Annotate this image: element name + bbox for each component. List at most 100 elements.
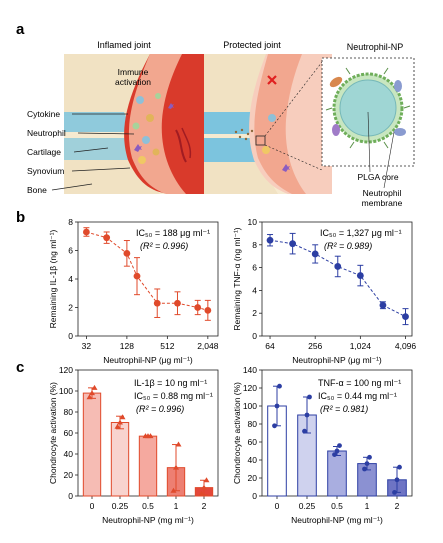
y-tick-label: 10 [248,217,258,227]
data-point [379,301,387,309]
inflamed-joint-title: Inflamed joint [97,40,151,50]
bar [82,392,102,497]
replicate-point [147,433,154,439]
replicate-point [203,477,210,483]
y-tick-label: 140 [243,365,257,375]
plot-frame [261,221,413,337]
y-tick-label: 120 [243,383,257,393]
y-tick-label: 6 [68,246,73,256]
label-bone: Bone [27,185,47,195]
data-point [356,272,364,279]
data-point [153,299,161,307]
replicate-point [334,448,340,454]
inflamed-joint-illustration [64,54,204,194]
y-tick-label: 0 [68,491,73,501]
data-point [334,263,342,270]
x-tick-label: 0 [275,501,280,511]
replicate-point [364,461,370,466]
immune-activation-label-1: Immune [118,67,149,77]
neutrophil-np-inset: Neutrophil-NP PLGA core Neutrophil membr… [321,42,415,208]
x-tick-label: 32 [82,341,92,351]
replicate-point [302,428,307,434]
y-tick-label: 2 [252,308,257,318]
x-tick-label: 0.25 [112,501,129,511]
ic50-annotation: IC₅₀ = 188 μg ml⁻¹ [136,228,210,238]
replicate-point [392,490,397,495]
replicate-point [394,477,400,483]
y-tick-label: 20 [64,470,74,480]
bar [138,435,158,497]
protected-joint-illustration [204,54,332,194]
protected-joint-title: Protected joint [223,40,281,50]
y-tick-label: 80 [64,407,74,417]
y-tick-label: 8 [252,240,257,250]
stimulus-annotation: IL-1β = 10 ng ml⁻¹ [134,378,207,388]
y-tick-label: 6 [252,263,257,273]
r2-annotation: (R² = 0.996) [140,241,188,251]
data-point [103,234,111,242]
x-tick-label: 64 [265,341,275,351]
data-point [123,249,131,257]
bar [327,450,347,497]
data-point [133,272,141,280]
replicate-point [367,454,372,460]
y-tick-label: 0 [68,331,73,341]
replicate-point [274,403,280,409]
panel-b-label: b [16,209,25,226]
chart-il1b-dose-response: 0 2 4 6 8 Remaining IL-1β (ng ml⁻¹) Neutrophil… [48,217,219,365]
data-point [174,299,181,307]
data-point [402,313,409,321]
y-tick-label: 0 [252,331,257,341]
replicate-point [114,423,121,429]
ic50-annotation: IC₅₀ = 0.88 mg ml⁻¹ [134,391,213,401]
data-point [266,236,274,244]
chart-tnfa-dose-response: 0 2 4 6 8 10 Remaining TNF-α (ng ml⁻¹) Neutroph… [232,217,416,365]
y-tick-label: 20 [248,473,258,483]
y-axis-label: Chondrocyte activation (%) [48,382,58,484]
label-pointer-lines [51,113,135,191]
replicate-point [91,384,98,390]
x-axis-label: Neutrophil-NP (μg ml⁻¹) [103,355,193,365]
y-tick-label: 2 [68,303,73,313]
replicate-point [201,484,207,490]
replicate-point [117,419,123,425]
label-neutrophil: Neutrophil [27,128,66,138]
replicate-point [362,466,367,472]
y-tick-label: 120 [59,365,73,375]
label-cartilage: Cartilage [27,147,61,157]
replicate-point [307,394,312,400]
stimulus-annotation: TNF-α = 100 ng ml⁻¹ [318,378,401,388]
block-x-icon [267,75,277,85]
data-point [204,306,212,314]
x-tick-label: 0 [90,501,95,511]
x-tick-label: 512 [160,341,174,351]
immune-activation-label-2: activation [115,77,151,87]
y-tick-label: 80 [248,419,258,429]
y-tick-label: 40 [64,449,74,459]
x-tick-label: 2,048 [197,341,219,351]
plot-frame [77,221,219,337]
fit-curve [86,231,208,311]
y-tick-label: 100 [243,401,257,411]
label-cytokine: Cytokine [27,109,60,119]
x-axis-label: Neutrophil-NP (μg ml⁻¹) [292,355,382,365]
neutrophil-np-title: Neutrophil-NP [347,42,404,52]
replicate-point [337,443,342,448]
y-tick-label: 0 [252,491,257,501]
replicate-point [119,414,126,420]
replicate-point [173,464,179,470]
x-tick-label: 1 [365,501,370,511]
x-tick-label: 0.25 [299,501,316,511]
y-tick-label: 60 [64,428,74,438]
replicate-point [277,383,282,389]
x-tick-label: 0.5 [331,501,343,511]
plga-core-label: PLGA core [357,172,398,182]
panel-c-label: c [16,359,24,376]
panel-a-label: a [16,21,25,38]
y-tick-label: 60 [248,437,258,447]
y-axis-label: Remaining IL-1β (ng ml⁻¹) [48,230,58,329]
replicate-point [86,394,93,400]
ic50-annotation: IC₅₀ = 1,327 μg ml⁻¹ [320,228,402,238]
y-axis-label: Chondrocyte activation (%) [232,382,242,484]
